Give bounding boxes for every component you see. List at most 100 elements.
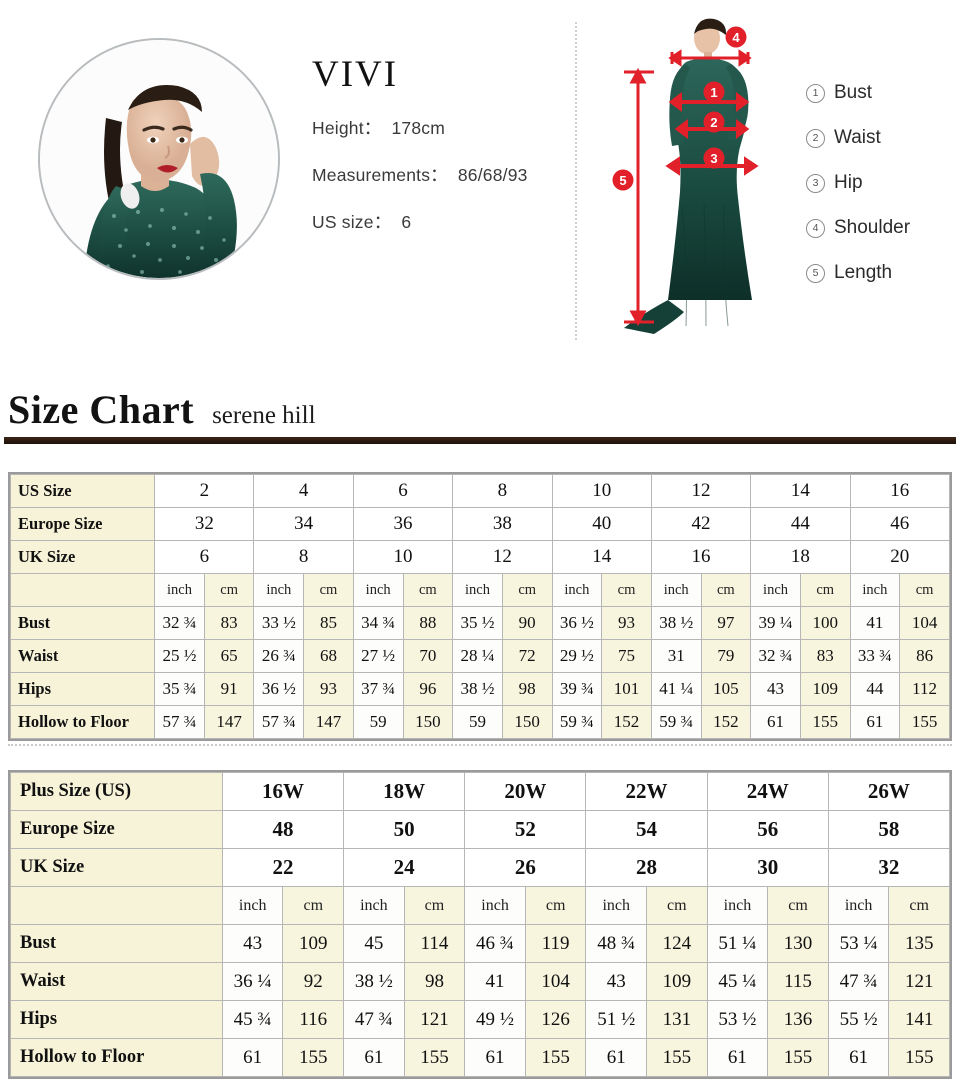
uk-size-cell: 6 [154, 540, 255, 574]
measurement-cm-cell: 109 [646, 962, 708, 1001]
height-value: 178cm [391, 118, 446, 138]
unit-header-cm: cm [501, 573, 553, 607]
measurement-inch-cell: 32 ¾ [750, 639, 801, 673]
plus-size-table: Plus Size (US) 16W 18W 20W 22W 24W 26W Europe S… [10, 772, 951, 1077]
measurement-inch-cell: 36 ½ [253, 672, 305, 706]
measurement-inch-cell: 39 ¾ [551, 672, 603, 706]
unit-header-inch: inch [706, 886, 769, 925]
us-size-cell: 2 [154, 474, 255, 508]
uk-size-cell: 16 [650, 540, 752, 574]
unit-header-inch: inch [464, 886, 526, 925]
legend-item-shoulder: 4 Shoulder [806, 217, 910, 239]
measurement-cm-cell: 97 [700, 606, 752, 640]
title-line: Size Chart serene hill [0, 386, 960, 433]
measurement-inch-cell: 61 [849, 705, 901, 739]
tables-dotted-divider [8, 744, 952, 746]
uk-size-cell: 26 [464, 848, 587, 887]
uk-size-cell: 8 [253, 540, 354, 574]
europe-size-cell: 56 [706, 810, 829, 849]
uk-size-row-label: UK Size [9, 540, 156, 574]
uk-size-cell: 24 [343, 848, 466, 887]
measurement-inch-cell: 59 [452, 705, 503, 739]
europe-size-row: Europe Size 32 34 36 38 40 42 44 46 [9, 507, 951, 541]
measurement-cm-cell: 88 [402, 606, 454, 640]
europe-size-cell: 46 [849, 507, 951, 541]
measurement-cm-cell: 155 [646, 1038, 708, 1077]
measurement-row: Bust 32 ¾ 83 33 ½ 85 34 ¾ 88 35 ½ 90 36 ½ 93 38 ½ 97… [9, 606, 950, 640]
size-chart-title-block: Size Chart serene hill [0, 386, 960, 444]
measurement-cm-cell: 130 [767, 924, 829, 963]
measurement-inch-cell: 39 ¼ [750, 606, 801, 640]
us-size-cell: 6 [352, 474, 454, 508]
svg-text:2: 2 [710, 115, 717, 130]
legend-item-hip: 3 Hip [806, 172, 910, 194]
europe-size-cell: 50 [343, 810, 466, 849]
svg-text:3: 3 [710, 151, 717, 166]
unit-header-cm: cm [203, 573, 255, 607]
ussize-label: US size： [312, 212, 392, 232]
measurement-cm-cell: 124 [646, 924, 708, 963]
unit-header-row: inch cm inch cm inch cm inch cm inch cm inch cm inch… [9, 573, 950, 607]
measurement-cm-cell: 155 [524, 1038, 587, 1077]
svg-text:4: 4 [732, 30, 740, 45]
measurement-cm-cell: 101 [601, 672, 652, 706]
measurement-cm-cell: 93 [601, 606, 652, 640]
measurement-cm-cell: 141 [888, 1000, 950, 1039]
marker-badge-2: 2 [703, 111, 725, 133]
unit-header-cm: cm [646, 886, 708, 925]
measurement-label: Waist [10, 962, 223, 1001]
measurement-inch-cell: 44 [849, 672, 901, 706]
measurement-cm-cell: 72 [501, 639, 553, 673]
uk-size-row: UK Size 6 8 10 12 14 16 18 20 [9, 540, 951, 574]
measurement-inch-cell: 53 ¼ [827, 924, 890, 963]
measurement-cm-cell: 155 [899, 705, 950, 739]
measurement-row: Hollow to Floor 61 155 61 155 61 155 61 155 61 155… [10, 1038, 950, 1077]
brand-name: VIVI [312, 54, 399, 95]
measurement-cm-cell: 98 [403, 962, 466, 1001]
europe-size-cell: 58 [827, 810, 951, 849]
measurement-inch-cell: 38 ½ [343, 962, 405, 1001]
us-size-cell: 4 [253, 474, 354, 508]
measurement-inch-cell: 38 ½ [452, 672, 503, 706]
measurement-inch-cell: 38 ½ [650, 606, 702, 640]
unit-header-inch: inch [750, 573, 801, 607]
uk-size-cell: 10 [352, 540, 454, 574]
measurement-cm-cell: 104 [524, 962, 587, 1001]
measurement-inch-cell: 36 ¼ [221, 962, 284, 1001]
europe-size-cell: 54 [585, 810, 708, 849]
header-section: VIVI Height： 178cm Measurements： 86/68/93 … [0, 0, 960, 370]
us-size-cell: 10 [551, 474, 652, 508]
measurement-label: Hollow to Floor [9, 705, 156, 739]
measurement-cm-cell: 109 [799, 672, 851, 706]
europe-size-cell: 44 [750, 507, 851, 541]
marker-badge-5: 5 [612, 169, 634, 191]
legend-item-waist: 2 Waist [806, 127, 910, 149]
unit-header-cm: cm [700, 573, 752, 607]
us-size-row-label: US Size [9, 474, 156, 508]
measurement-inch-cell: 43 [750, 672, 801, 706]
measurement-cm-cell: 121 [888, 962, 950, 1001]
measurement-cm-cell: 135 [888, 924, 950, 963]
measurement-inch-cell: 59 ¾ [551, 705, 603, 739]
measurement-inch-cell: 37 ¾ [352, 672, 404, 706]
model-ussize-row: US size： 6 [312, 209, 562, 234]
measurement-inch-cell: 26 ¾ [253, 639, 305, 673]
uk-size-cell: 18 [750, 540, 851, 574]
unit-header-cm: cm [601, 573, 652, 607]
measurement-inch-cell: 28 ¼ [452, 639, 503, 673]
unit-header-cm: cm [282, 886, 345, 925]
legend-label-waist: Waist [834, 127, 881, 148]
measurement-inch-cell: 25 ½ [154, 639, 205, 673]
dress-figure-illustration: 4 1 2 3 5 [600, 6, 800, 346]
unit-header-cm: cm [888, 886, 950, 925]
measurement-inch-cell: 51 ½ [585, 1000, 648, 1039]
model-height-row: Height： 178cm [312, 115, 562, 140]
measurement-cm-cell: 75 [601, 639, 652, 673]
measurement-inch-cell: 47 ¾ [827, 962, 890, 1001]
measurement-cm-cell: 155 [799, 705, 851, 739]
legend-number-3-icon: 3 [806, 173, 825, 193]
unit-header-inch: inch [827, 886, 890, 925]
measurement-cm-cell: 83 [799, 639, 851, 673]
europe-size-cell: 42 [650, 507, 752, 541]
uk-size-cell: 28 [585, 848, 708, 887]
